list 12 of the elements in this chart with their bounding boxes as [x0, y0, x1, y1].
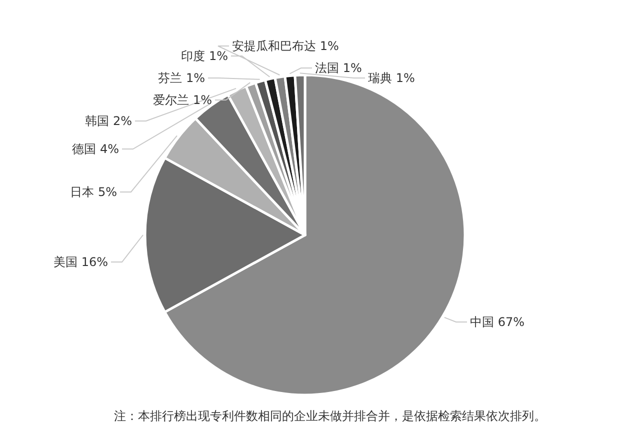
- slice-label: 安提瓜和巴布达 1%: [232, 39, 339, 53]
- slice-label: 法国 1%: [315, 61, 362, 75]
- slice-label: 瑞典 1%: [368, 71, 415, 85]
- slice-label: 芬兰 1%: [158, 71, 205, 85]
- slice-label: 德国 4%: [72, 142, 119, 156]
- slice-label: 印度 1%: [181, 49, 228, 63]
- slice-label: 韩国 2%: [85, 114, 132, 128]
- text: 注：本排行榜出现专利件数相同的企业未做并排合并，是依据检索结果依次排列。: [114, 409, 546, 423]
- slice-label: 爱尔兰 1%: [153, 93, 212, 107]
- slice-label: 日本 5%: [70, 185, 117, 199]
- slice-label: 美国 16%: [54, 255, 108, 269]
- slice-label: 中国 67%: [470, 315, 524, 329]
